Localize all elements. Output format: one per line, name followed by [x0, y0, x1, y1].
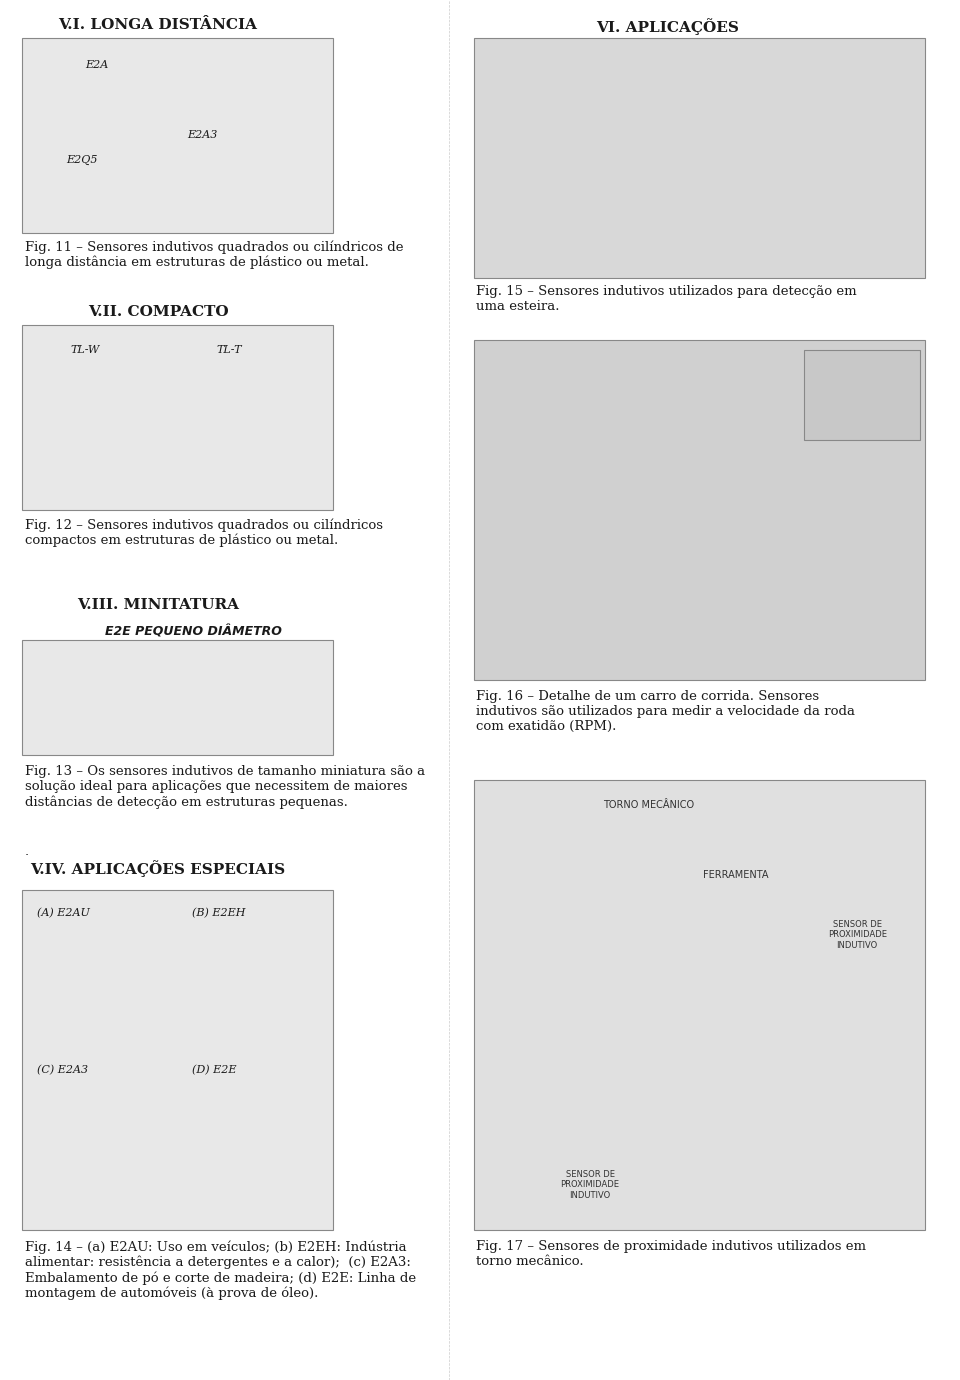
- Text: .: .: [25, 845, 29, 858]
- Text: V.III. MINITATURA: V.III. MINITATURA: [77, 598, 239, 611]
- Bar: [804, 351, 921, 440]
- Bar: [473, 780, 925, 1230]
- Text: Fig. 12 – Sensores indutivos quadrados ou cilíndricos
compactos em estruturas de: Fig. 12 – Sensores indutivos quadrados o…: [25, 518, 383, 546]
- Text: (B) E2EH: (B) E2EH: [192, 908, 246, 918]
- Text: Fig. 13 – Os sensores indutivos de tamanho miniatura são a
solução ideal para ap: Fig. 13 – Os sensores indutivos de taman…: [25, 765, 425, 809]
- Bar: [22, 640, 333, 755]
- Text: (C) E2A3: (C) E2A3: [36, 1065, 87, 1075]
- Text: SENSOR DE
PROXIMIDADE
INDUTIVO: SENSOR DE PROXIMIDADE INDUTIVO: [561, 1170, 619, 1199]
- Text: TL-T: TL-T: [216, 345, 242, 355]
- Text: Fig. 14 – (a) E2AU: Uso em veículos; (b) E2EH: Indústria
alimentar: resistência : Fig. 14 – (a) E2AU: Uso em veículos; (b)…: [25, 1241, 416, 1300]
- Text: E2E PEQUENO DIÂMETRO: E2E PEQUENO DIÂMETRO: [105, 625, 281, 638]
- Text: TORNO MECÂNICO: TORNO MECÂNICO: [603, 800, 694, 810]
- Text: VI. APLICAÇÕES: VI. APLICAÇÕES: [596, 18, 739, 34]
- Text: SENSOR DE
PROXIMIDADE
INDUTIVO: SENSOR DE PROXIMIDADE INDUTIVO: [828, 920, 887, 949]
- Text: V.IV. APLICAÇÕES ESPECIAIS: V.IV. APLICAÇÕES ESPECIAIS: [31, 860, 285, 876]
- Bar: [22, 39, 333, 233]
- Text: E2A: E2A: [85, 59, 108, 70]
- Text: TL-W: TL-W: [70, 345, 100, 355]
- Text: Fig. 17 – Sensores de proximidade indutivos utilizados em
torno mecânico.: Fig. 17 – Sensores de proximidade induti…: [476, 1241, 867, 1268]
- Text: V.II. COMPACTO: V.II. COMPACTO: [87, 305, 228, 319]
- Text: Fig. 16 – Detalhe de um carro de corrida. Sensores
indutivos são utilizados para: Fig. 16 – Detalhe de um carro de corrida…: [476, 690, 855, 733]
- Text: Fig. 11 – Sensores indutivos quadrados ou cilíndricos de
longa distância em estr: Fig. 11 – Sensores indutivos quadrados o…: [25, 240, 403, 269]
- Text: E2Q5: E2Q5: [65, 155, 97, 166]
- Bar: [22, 326, 333, 511]
- Text: E2A3: E2A3: [187, 130, 218, 139]
- Bar: [473, 339, 925, 680]
- Text: V.I. LONGA DISTÂNCIA: V.I. LONGA DISTÂNCIA: [59, 18, 257, 32]
- Text: Fig. 15 – Sensores indutivos utilizados para detecção em
uma esteira.: Fig. 15 – Sensores indutivos utilizados …: [476, 286, 857, 313]
- Bar: [22, 890, 333, 1230]
- Bar: [473, 39, 925, 277]
- Text: FERRAMENTA: FERRAMENTA: [703, 869, 769, 880]
- Text: (D) E2E: (D) E2E: [192, 1065, 236, 1075]
- Text: (A) E2AU: (A) E2AU: [36, 908, 89, 918]
